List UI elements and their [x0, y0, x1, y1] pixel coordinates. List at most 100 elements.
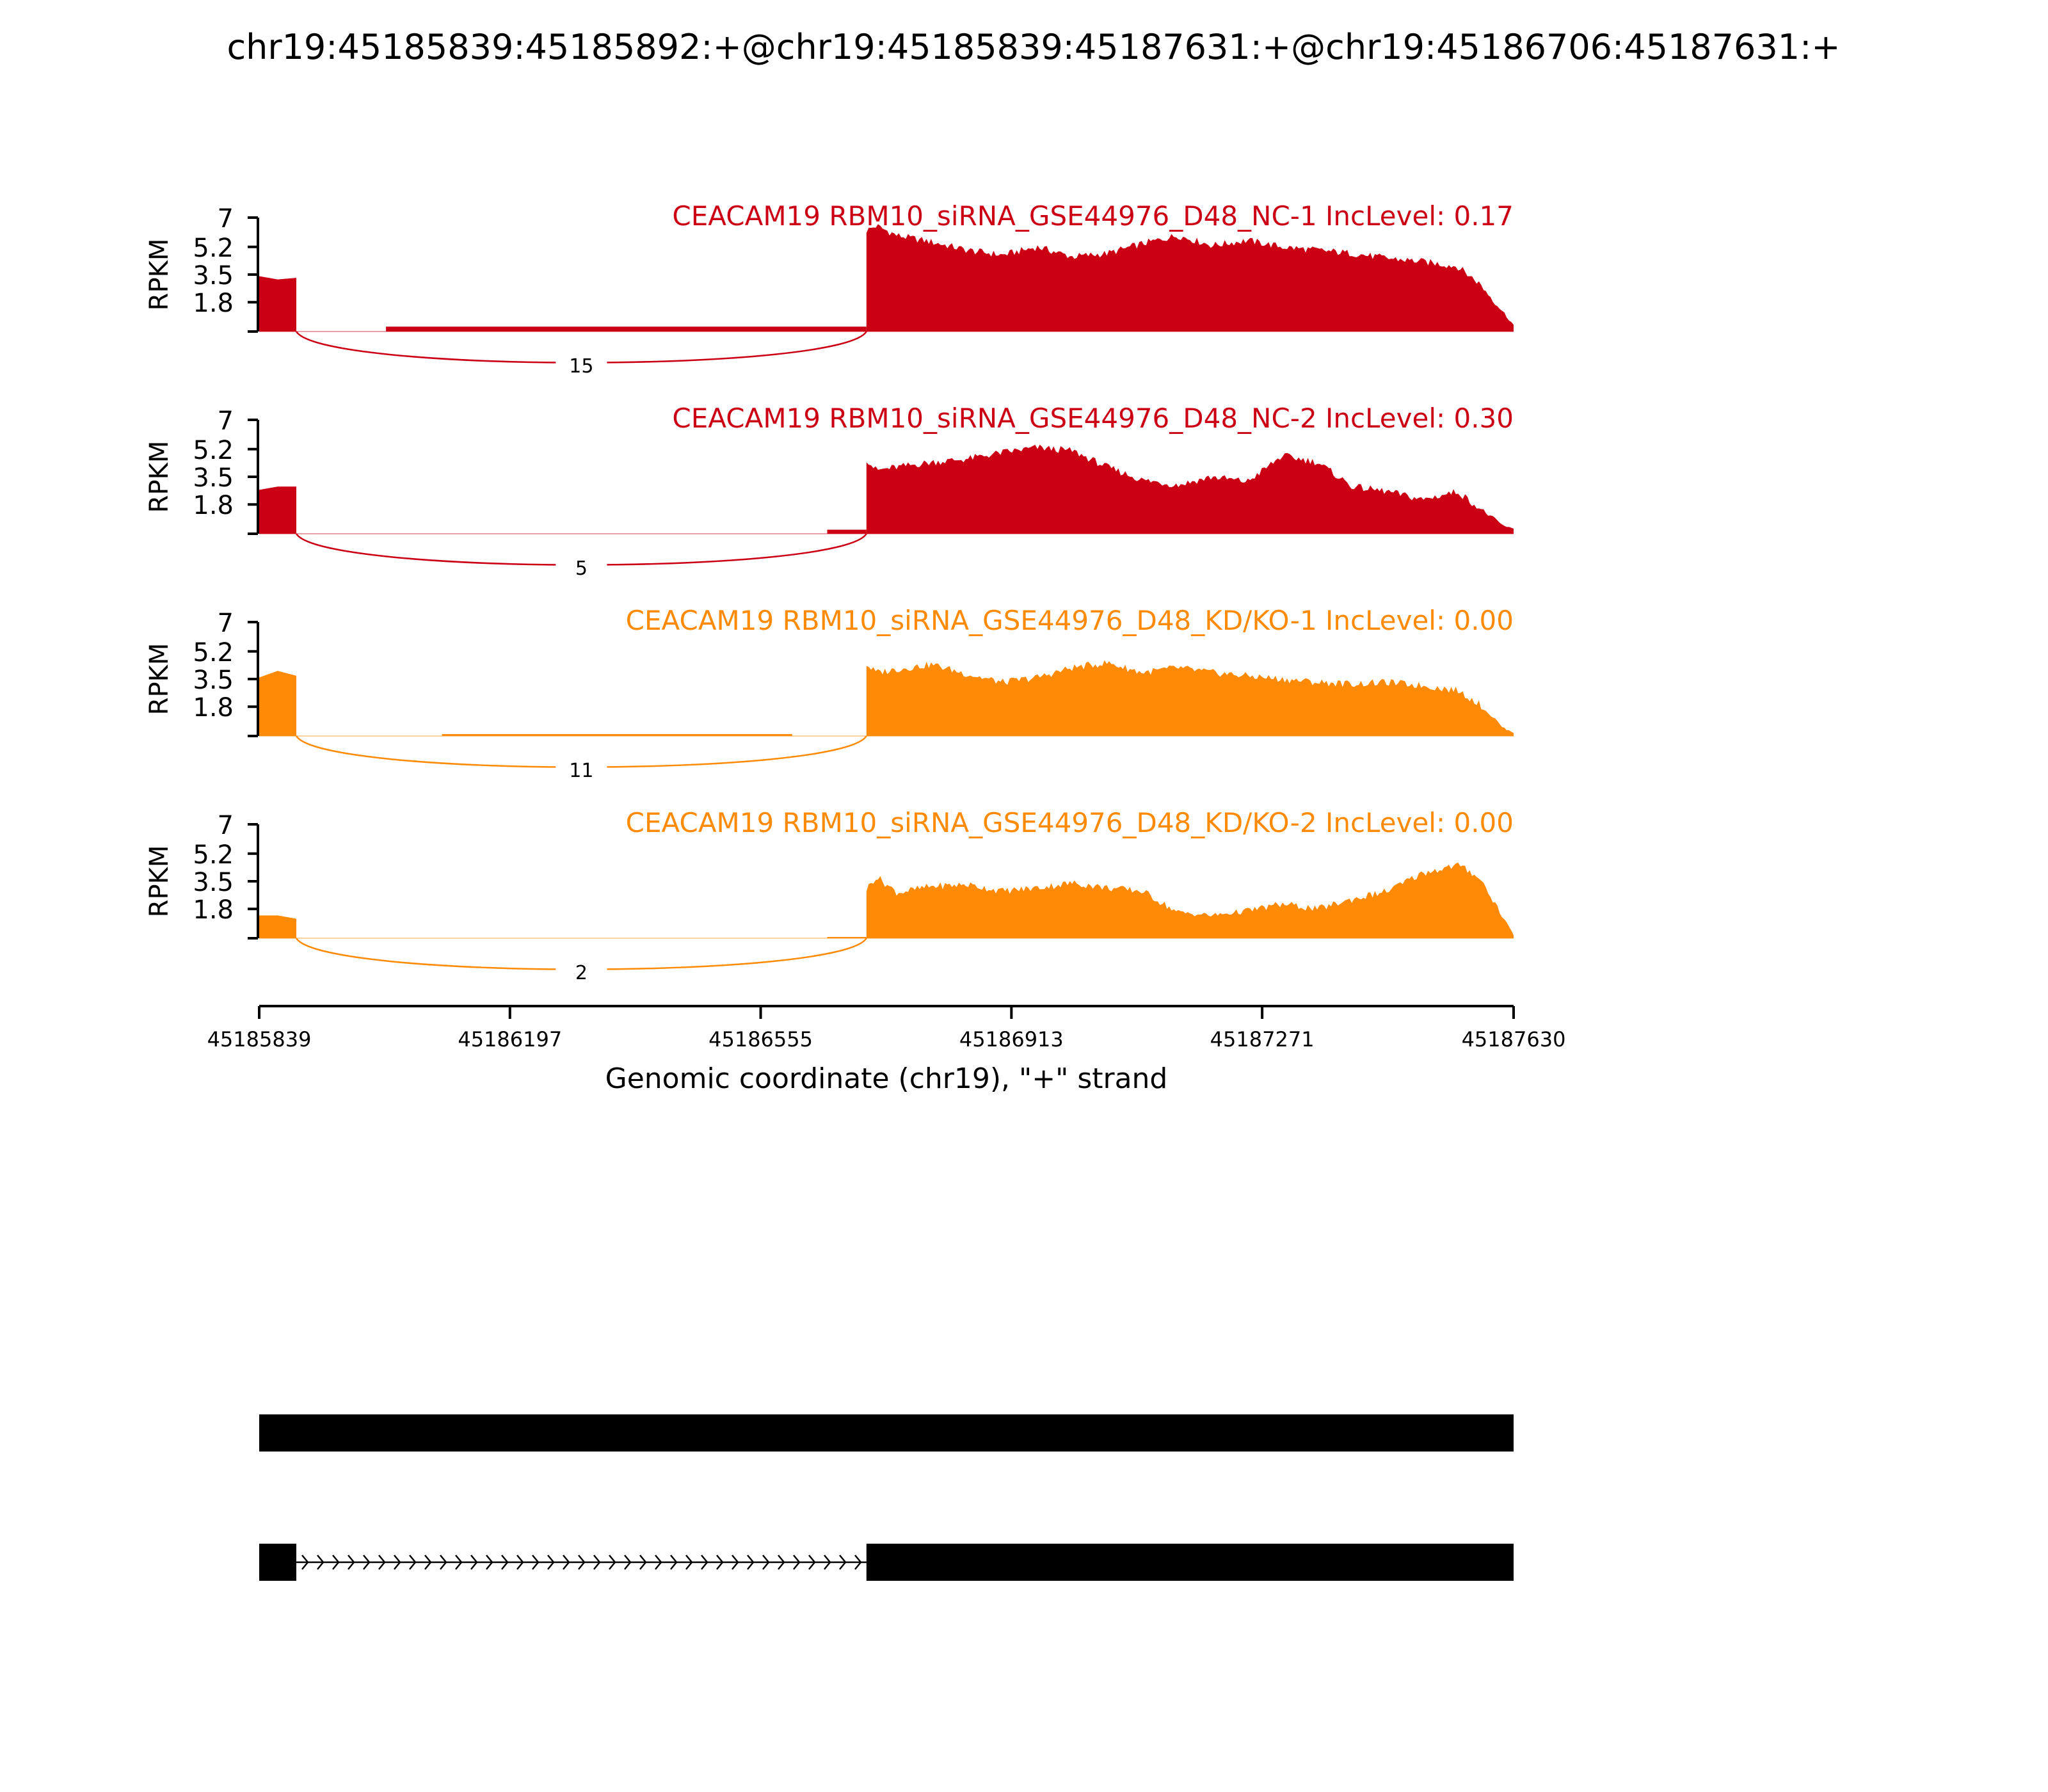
strand-arrow: [824, 1555, 831, 1570]
intron-coverage: [386, 326, 867, 332]
strand-arrow: [762, 1555, 770, 1570]
strand-arrow: [808, 1555, 816, 1570]
x-ticks: 45185839 45186197 45186555 45186913 45187271…: [207, 1006, 1566, 1052]
strand-arrow: [609, 1555, 616, 1570]
y-tick-label: 3.5: [193, 261, 234, 291]
y-tick-label: 7: [218, 811, 234, 840]
junction-count: 15: [569, 355, 593, 378]
strand-arrow: [317, 1555, 324, 1570]
strand-arrow: [593, 1555, 601, 1570]
y-tick-label: 3.5: [193, 666, 234, 695]
strand-arrow: [394, 1555, 401, 1570]
strand-arrow: [547, 1555, 555, 1570]
exon-block: [866, 1544, 1514, 1581]
strand-arrow: [470, 1555, 478, 1570]
y-axis-label: RPKM: [145, 441, 174, 513]
strand-arrow: [685, 1555, 693, 1570]
exon-block: [259, 1414, 1514, 1452]
strand-arrow: [701, 1555, 708, 1570]
strand-arrow: [301, 1555, 309, 1570]
strand-arrow: [747, 1555, 755, 1570]
strand-arrow: [854, 1555, 862, 1570]
strand-arrow: [455, 1555, 463, 1570]
junction-count-bg: [556, 957, 607, 986]
x-tick-label: 45186913: [959, 1027, 1064, 1052]
junction-count-bg: [556, 351, 607, 379]
y-tick-label: 7: [218, 204, 234, 234]
strand-arrow: [716, 1555, 724, 1570]
strand-arrow: [363, 1555, 371, 1570]
strand-arrow: [348, 1555, 355, 1570]
strand-arrow: [578, 1555, 586, 1570]
junction-count: 5: [575, 557, 588, 580]
strand-arrow: [839, 1555, 847, 1570]
y-tick-label: 1.8: [193, 895, 234, 925]
junction-count-bg: [556, 755, 607, 783]
x-tick-label: 45186197: [458, 1027, 562, 1052]
series-label: CEACAM19 RBM10_siRNA_GSE44976_D48_KD/KO-…: [626, 605, 1514, 636]
strand-arrow: [639, 1555, 647, 1570]
exon2-coverage: [866, 660, 1514, 736]
exon1-coverage: [259, 486, 297, 534]
strand-arrow: [732, 1555, 739, 1570]
x-axis-label: Genomic coordinate (chr19), "+" strand: [605, 1062, 1168, 1095]
y-tick-label: 7: [218, 406, 234, 436]
x-tick-label: 45185839: [207, 1027, 312, 1052]
junction-count-bg: [556, 553, 607, 581]
x-tick-label: 45187630: [1462, 1027, 1566, 1052]
exon2-coverage: [866, 444, 1514, 534]
strand-arrow: [501, 1555, 509, 1570]
y-axis-label: RPKM: [145, 643, 174, 716]
exon2-coverage: [866, 224, 1514, 332]
strand-arrow: [332, 1555, 340, 1570]
strand-arrow: [378, 1555, 386, 1570]
intron-coverage: [827, 529, 867, 534]
series-label: CEACAM19 RBM10_siRNA_GSE44976_D48_NC-2 I…: [672, 403, 1514, 434]
exon1-coverage: [259, 671, 297, 736]
y-tick-label: 5.2: [193, 234, 234, 263]
y-tick-label: 1.8: [193, 693, 234, 723]
strand-arrow: [624, 1555, 632, 1570]
coverage-panel: 75.23.51.8 RPKM 11 CEACAM19 RBM10_siRNA_GSE…: [145, 605, 1514, 783]
y-axis-label: RPKM: [145, 845, 174, 918]
intron-coverage: [827, 936, 867, 938]
strand-arrow: [409, 1555, 417, 1570]
strand-arrow: [424, 1555, 432, 1570]
y-tick-label: 5.2: [193, 840, 234, 870]
chart-title: chr19:45185839:45185892:+@chr19:45185839…: [227, 27, 1840, 67]
strand-arrow: [532, 1555, 540, 1570]
junction-count: 2: [575, 962, 588, 984]
strand-arrow: [778, 1555, 785, 1570]
series-label: CEACAM19 RBM10_siRNA_GSE44976_D48_KD/KO-…: [626, 807, 1514, 838]
strand-arrow: [563, 1555, 570, 1570]
y-tick-label: 3.5: [193, 463, 234, 493]
y-tick-label: 3.5: [193, 868, 234, 897]
strand-arrow: [516, 1555, 524, 1570]
coverage-panel: 75.23.51.8 RPKM 2 CEACAM19 RBM10_siRNA_GSE4…: [145, 807, 1514, 986]
exon-block: [259, 1544, 297, 1581]
isoform-track: [259, 1544, 1514, 1581]
strand-arrow: [655, 1555, 662, 1570]
y-tick-label: 1.8: [193, 289, 234, 318]
strand-arrow: [440, 1555, 447, 1570]
y-tick-label: 5.2: [193, 638, 234, 668]
x-tick-label: 45186555: [708, 1027, 813, 1052]
x-axis: 45185839 45186197 45186555 45186913 45187271…: [207, 1005, 1566, 1095]
strand-arrow: [670, 1555, 678, 1570]
intron-coverage: [442, 733, 792, 736]
strand-arrow: [793, 1555, 801, 1570]
y-tick-label: 1.8: [193, 491, 234, 520]
exon1-coverage: [259, 915, 297, 938]
y-axis-label: RPKM: [145, 239, 174, 311]
isoform-track: [259, 1414, 1514, 1452]
y-tick-label: 5.2: [193, 436, 234, 465]
exon1-coverage: [259, 276, 297, 332]
coverage-panel: 75.23.51.8 RPKM 5 CEACAM19 RBM10_siRNA_GSE4…: [145, 403, 1514, 581]
exon2-coverage: [866, 862, 1514, 938]
coverage-panel: 75.23.51.8 RPKM 15 CEACAM19 RBM10_siRNA_GSE…: [145, 200, 1514, 379]
x-tick-label: 45187271: [1210, 1027, 1315, 1052]
series-label: CEACAM19 RBM10_siRNA_GSE44976_D48_NC-1 I…: [672, 200, 1514, 232]
strand-arrow: [486, 1555, 493, 1570]
